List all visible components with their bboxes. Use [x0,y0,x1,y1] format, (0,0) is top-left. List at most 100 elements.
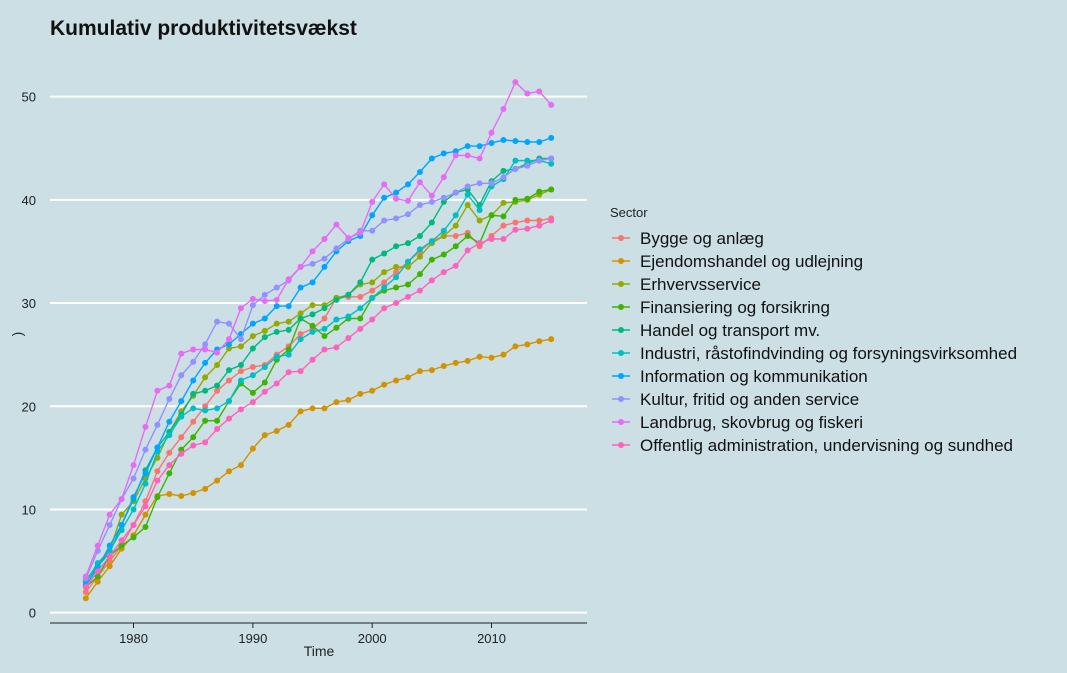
data-point [369,256,376,263]
data-point [548,134,555,141]
data-point [524,195,531,202]
data-point [488,180,495,187]
data-point [261,291,268,298]
data-point [476,180,483,187]
data-point [464,143,471,150]
data-point [309,405,316,412]
data-point [381,305,388,312]
data-point [381,269,388,276]
data-point [166,462,173,469]
data-point [309,260,316,267]
data-point [202,374,209,381]
legend-title: Sector [610,205,648,220]
data-point [393,284,400,291]
data-point [393,269,400,276]
data-point [452,148,459,155]
data-point [273,353,280,360]
data-point [357,390,364,397]
data-point [393,189,400,196]
data-point [416,201,423,208]
data-point [285,318,292,325]
data-point [440,362,447,369]
data-point [452,359,459,366]
data-point [190,377,197,384]
data-point [440,227,447,234]
data-point [142,446,149,453]
data-point [190,358,197,365]
data-point [237,377,244,384]
data-point [345,335,352,342]
data-point [237,361,244,368]
data-point [249,399,256,406]
data-point [428,277,435,284]
data-point [214,387,221,394]
data-point [512,79,519,86]
data-point [142,524,149,531]
series-line [85,81,552,577]
data-point [154,387,161,394]
data-point [261,432,268,439]
data-point [154,421,161,428]
data-point [416,179,423,186]
data-point [405,240,411,247]
series-5 [82,155,555,585]
data-point [190,405,197,412]
data-point [154,468,161,475]
data-point [524,162,531,169]
data-point [154,444,161,451]
data-point [166,418,173,425]
data-point [369,387,376,394]
data-point [249,345,256,352]
data-point [393,300,400,307]
data-point [333,399,340,406]
legend: Sector Bygge og anlæg Ejendomshandel og u… [610,205,1017,455]
data-point [416,168,423,175]
data-point [249,389,256,396]
data-point [154,477,161,484]
data-point [464,357,471,364]
data-point [405,181,411,188]
data-point [226,320,232,327]
data-point [357,305,364,312]
data-point [190,434,197,441]
data-point [405,293,411,300]
series-line [85,338,552,599]
data-point [428,238,435,245]
data-point [500,236,507,243]
legend-item: Handel og transport mv. [612,321,820,340]
data-point [440,150,447,157]
data-point [464,201,471,208]
legend-label: Information og kommunikation [640,367,868,386]
data-point [202,403,209,410]
data-point [512,219,519,226]
data-point [214,318,221,325]
data-point [130,494,137,501]
data-point [428,219,435,226]
data-point [536,157,543,164]
data-point [357,279,364,286]
data-point [405,258,411,265]
data-point [273,284,280,291]
legend-label: Kultur, fritid og anden service [640,390,859,409]
data-point [500,136,507,143]
data-point [178,446,185,453]
data-point [452,152,459,159]
data-point [142,511,149,518]
data-point [285,369,292,376]
series-10 [82,217,555,590]
data-point [214,477,221,484]
data-point [524,341,531,348]
data-point [524,90,531,97]
data-point [297,336,304,343]
data-point [261,334,268,341]
data-point [118,521,125,528]
series-line [85,137,552,586]
data-point [405,197,411,204]
data-point [130,534,137,541]
data-point [249,372,256,379]
data-point [214,361,221,368]
data-point [488,129,495,136]
data-point [321,405,328,412]
data-point [476,207,483,214]
y-tick-label: 30 [22,296,36,311]
